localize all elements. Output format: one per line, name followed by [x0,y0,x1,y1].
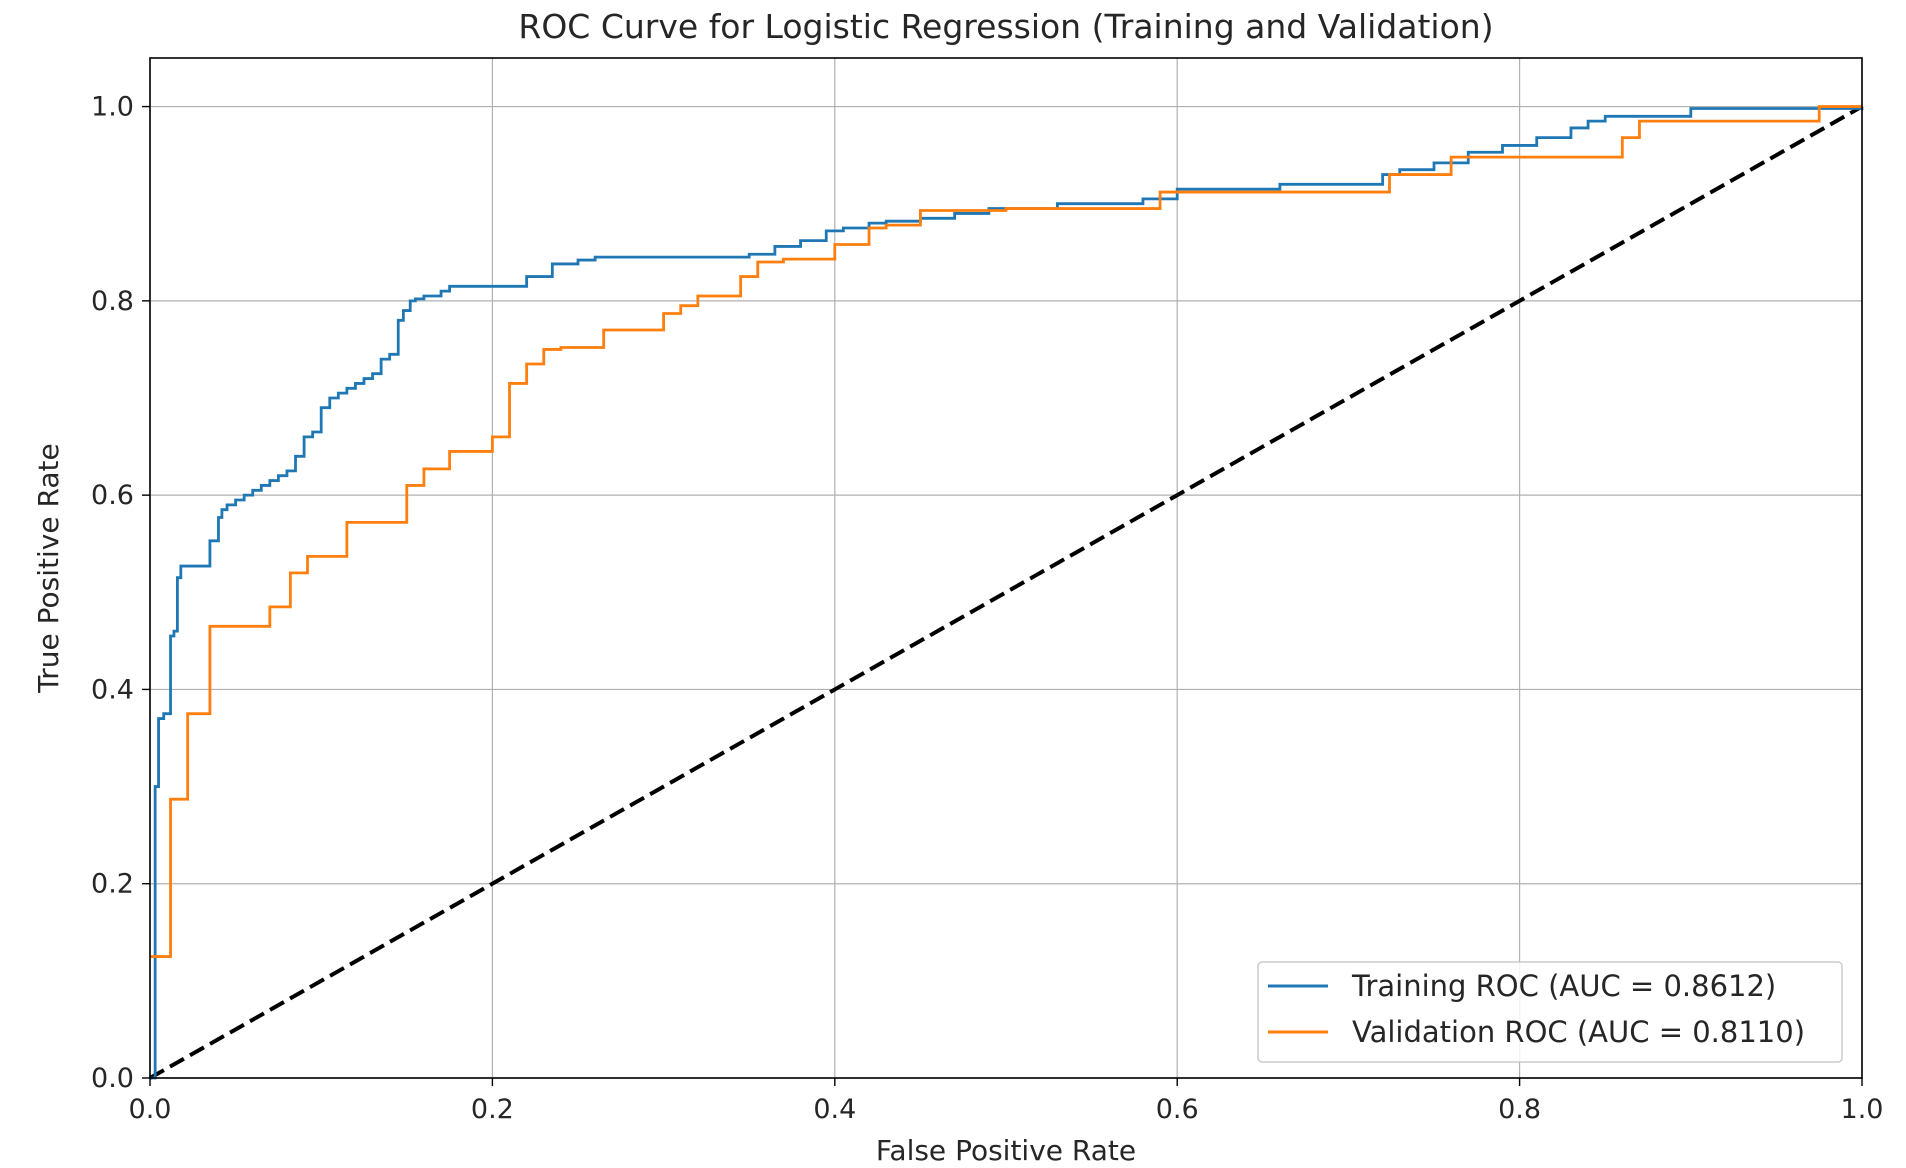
y-tick-label: 1.0 [91,92,134,123]
legend-label-validation: Validation ROC (AUC = 0.8110) [1352,1015,1805,1049]
y-tick-label: 0.4 [91,674,134,705]
x-tick-label: 0.8 [1498,1094,1541,1125]
x-axis-label: False Positive Rate [876,1134,1136,1167]
chart-title: ROC Curve for Logistic Regression (Train… [518,7,1493,46]
x-tick-label: 1.0 [1841,1094,1884,1125]
x-tick-label: 0.2 [471,1094,514,1125]
legend: Training ROC (AUC = 0.8612) Validation R… [1257,961,1843,1063]
chance-diagonal-line [149,104,1863,1080]
y-axis-ticks: 0.0 0.2 0.4 0.6 0.8 1.0 [91,92,150,1094]
validation-roc-line [150,105,1862,958]
x-tick-label: 0.6 [1156,1094,1199,1125]
plot-series [149,104,1864,1080]
y-tick-label: 0.2 [91,869,134,900]
y-tick-label: 0.8 [91,286,134,317]
legend-box [1257,961,1843,1063]
y-tick-label: 0.0 [91,1063,134,1094]
y-axis-label: True Positive Rate [32,443,65,693]
x-axis-ticks: 0.0 0.2 0.4 0.6 0.8 1.0 [129,1078,1884,1125]
x-tick-label: 0.0 [129,1094,172,1125]
x-tick-label: 0.4 [813,1094,856,1125]
legend-label-training: Training ROC (AUC = 0.8612) [1351,969,1776,1003]
plot-frame [149,57,1863,1079]
y-tick-label: 0.6 [91,480,134,511]
training-roc-line [150,106,1864,1080]
